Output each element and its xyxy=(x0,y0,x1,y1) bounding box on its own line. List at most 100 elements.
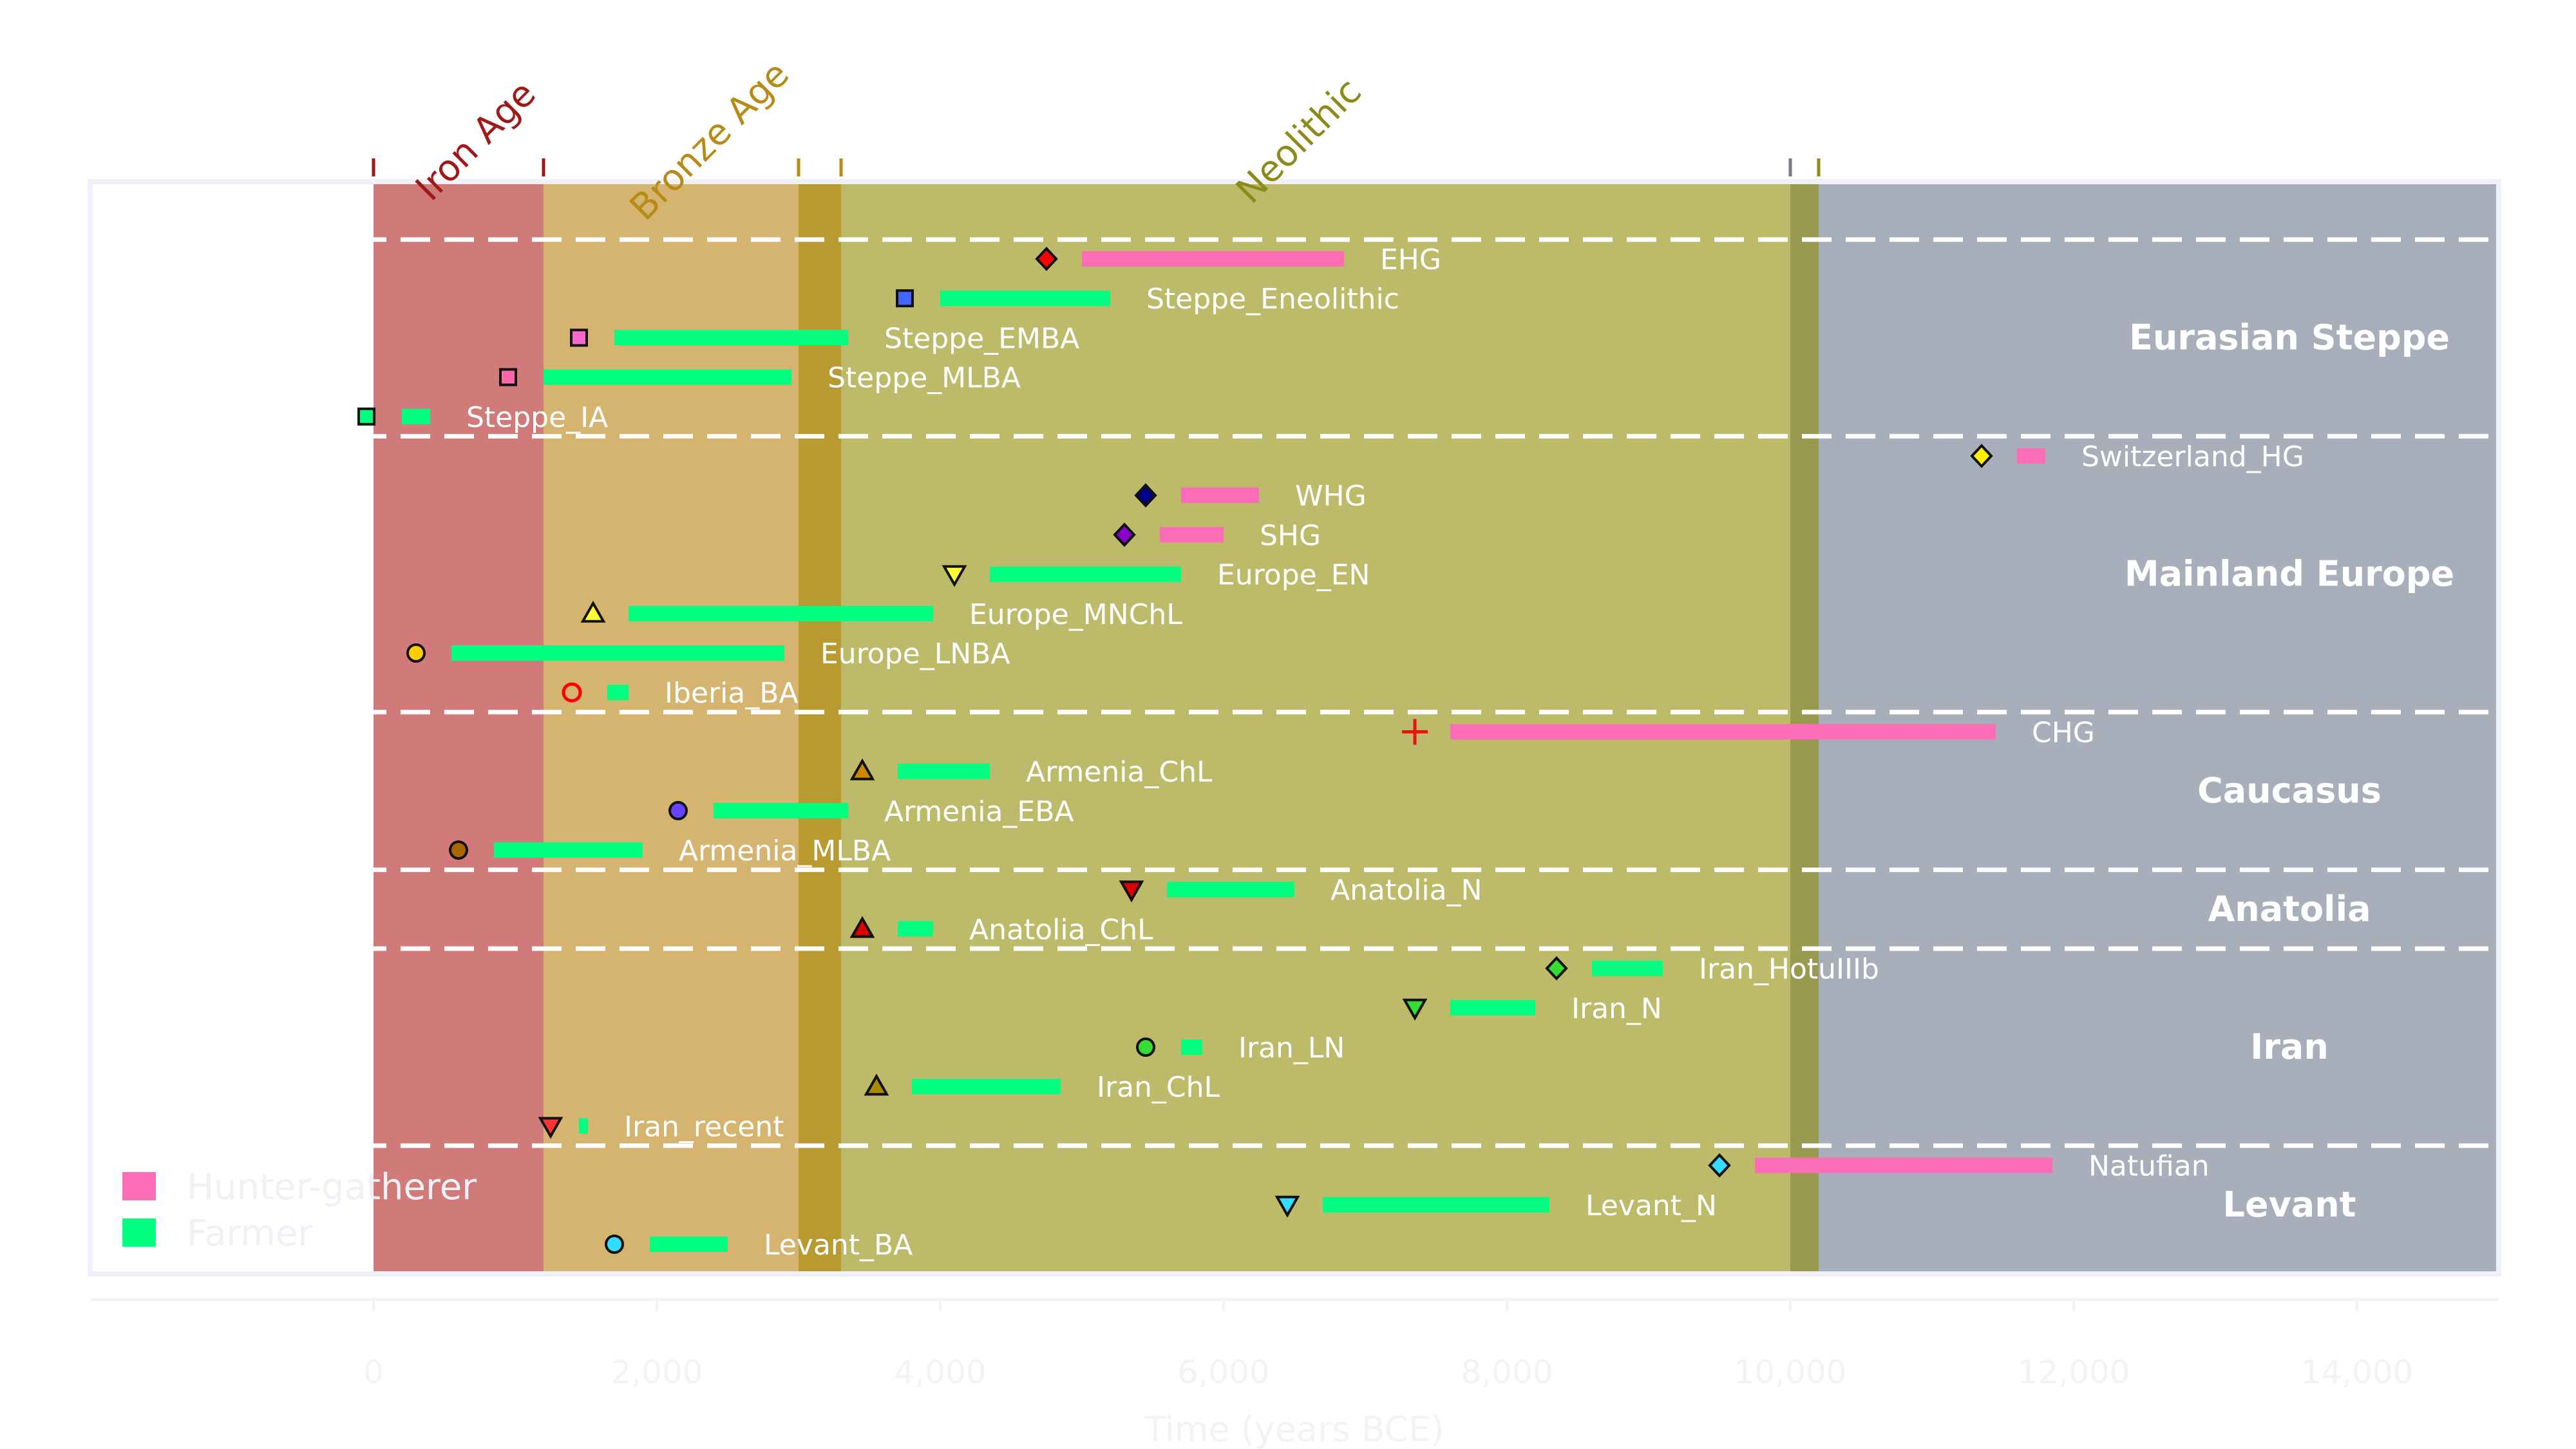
bar-europe-lnba xyxy=(451,645,784,661)
x-tick-label: 0 xyxy=(363,1354,384,1391)
region-separators xyxy=(94,237,2495,1148)
bar-iran-ln xyxy=(1181,1039,1202,1055)
label-steppe-mlba: Steppe_MLBA xyxy=(828,362,1021,395)
bar-steppe-eneolithic xyxy=(940,290,1110,307)
marker-europe-en xyxy=(942,565,967,587)
label-armenia-mlba: Armenia_MLBA xyxy=(679,835,891,867)
label-iberia-ba: Iberia_BA xyxy=(665,677,799,710)
label-iran-ln: Iran_LN xyxy=(1238,1032,1345,1065)
x-axis-title: Time (years BCE) xyxy=(1144,1409,1444,1449)
marker-natufian xyxy=(1708,1153,1731,1178)
marker-iran-recent xyxy=(538,1117,564,1139)
plot-frame xyxy=(88,179,2501,1276)
population-markers xyxy=(357,247,1993,1254)
bar-levant-n xyxy=(1323,1197,1549,1213)
x-tick-label: 4,000 xyxy=(894,1354,986,1391)
marker-shg xyxy=(1113,522,1136,547)
bar-shg xyxy=(1160,527,1224,543)
bar-steppe-emba xyxy=(614,330,848,346)
plot-border xyxy=(88,179,2501,1276)
legend-swatch-farmer xyxy=(122,1218,156,1247)
region-levant: Levant xyxy=(2223,1184,2356,1225)
label-chg: CHG xyxy=(2032,716,2095,749)
x-tick-label: 10,000 xyxy=(1734,1354,1847,1391)
bar-steppe-mlba xyxy=(544,369,791,385)
bar-anatolia-n xyxy=(1167,882,1294,898)
bar-natufian xyxy=(1755,1157,2052,1173)
bar-whg xyxy=(1181,488,1259,504)
x-tick-label: 12,000 xyxy=(2018,1354,2130,1391)
marker-europe-lnba xyxy=(406,643,426,663)
marker-iran-n xyxy=(1402,998,1428,1021)
marker-whg xyxy=(1134,483,1157,508)
bar-iberia-ba xyxy=(607,685,629,701)
region-iran: Iran xyxy=(2250,1027,2329,1067)
label-anatolia-n: Anatolia_N xyxy=(1331,874,1482,907)
label-iran-recent: Iran_recent xyxy=(624,1110,784,1143)
bar-anatolia-chl xyxy=(898,921,933,937)
label-armenia-eba: Armenia_EBA xyxy=(884,795,1074,828)
marker-europe-mnchl xyxy=(580,600,606,623)
legend-label-farmer: Farmer xyxy=(187,1213,313,1255)
label-iran-hotuiiib: Iran_HotuIIIb xyxy=(1699,953,1879,986)
label-ehg: EHG xyxy=(1380,243,1441,276)
marker-armenia-eba xyxy=(668,800,688,820)
label-armenia-chl: Armenia_ChL xyxy=(1026,756,1213,789)
x-tick-label: 14,000 xyxy=(2301,1354,2414,1391)
marker-steppe-eneolithic xyxy=(896,289,914,308)
label-steppe-ia: Steppe_IA xyxy=(466,401,608,434)
era-overlap-bronze-age xyxy=(799,184,841,1271)
region-eurasian-steppe: Eurasian Steppe xyxy=(2129,317,2450,357)
label-anatolia-chl: Anatolia_ChL xyxy=(969,913,1153,946)
label-iran-chl: Iran_ChL xyxy=(1097,1071,1220,1104)
label-europe-mnchl: Europe_MNChL xyxy=(969,598,1182,631)
label-europe-en: Europe_EN xyxy=(1217,559,1370,592)
bar-levant-ba xyxy=(650,1236,728,1252)
x-axis: 0 2,000 4,000 6,000 8,000 10,000 12,000 14,000 T… xyxy=(90,1298,2499,1449)
marker-armenia-mlba xyxy=(449,840,468,860)
marker-anatolia-chl xyxy=(849,916,875,938)
marker-switzerland-hg xyxy=(1970,444,1993,468)
legend-swatch-hunter-gatherer xyxy=(122,1172,156,1200)
marker-iran-ln xyxy=(1136,1037,1155,1057)
label-levant-ba: Levant_BA xyxy=(764,1229,913,1262)
marker-levant-ba xyxy=(605,1235,624,1254)
bar-iran-n xyxy=(1450,999,1535,1016)
bar-iran-hotuiiib xyxy=(1592,960,1663,976)
label-whg: WHG xyxy=(1295,480,1367,513)
label-steppe-eneolithic: Steppe_Eneolithic xyxy=(1146,283,1399,316)
era-band-iron-age xyxy=(374,184,544,1271)
marker-steppe-mlba xyxy=(499,368,517,386)
bar-armenia-eba xyxy=(714,802,848,819)
marker-ehg xyxy=(1035,247,1058,271)
marker-steppe-ia xyxy=(357,407,375,426)
x-tick-label: 2,000 xyxy=(611,1354,703,1391)
region-anatolia: Anatolia xyxy=(2208,889,2371,929)
marker-armenia-chl xyxy=(849,758,875,781)
region-labels: Eurasian Steppe Mainland Europe Caucasus An… xyxy=(2125,317,2454,1224)
marker-steppe-emba xyxy=(570,328,588,347)
marker-iran-chl xyxy=(864,1074,889,1096)
population-labels: EHG Steppe_Eneolithic Steppe_EMBA Steppe_ML… xyxy=(466,243,2304,1262)
era-ticks xyxy=(372,158,1821,176)
bar-armenia-chl xyxy=(898,763,990,779)
marker-chg xyxy=(1402,719,1428,745)
bar-switzerland-hg xyxy=(2017,448,2045,464)
marker-iran-hotuiiib xyxy=(1545,956,1568,981)
x-tick-label: 6,000 xyxy=(1177,1354,1269,1391)
bar-chg xyxy=(1450,724,1996,740)
label-shg: SHG xyxy=(1260,519,1321,552)
region-mainland-europe: Mainland Europe xyxy=(2125,554,2454,594)
label-levant-n: Levant_N xyxy=(1586,1189,1717,1222)
bar-europe-mnchl xyxy=(629,605,933,621)
label-europe-lnba: Europe_LNBA xyxy=(820,638,1010,670)
bar-iran-recent xyxy=(579,1118,588,1134)
population-bars xyxy=(402,251,2052,1252)
bar-armenia-mlba xyxy=(494,842,643,858)
bar-iran-chl xyxy=(912,1079,1061,1095)
label-natufian: Natufian xyxy=(2088,1150,2210,1183)
label-switzerland-hg: Switzerland_HG xyxy=(2081,440,2304,473)
marker-anatolia-n xyxy=(1119,880,1144,903)
legend-label-hunter-gatherer: Hunter-gatherer xyxy=(187,1166,477,1208)
